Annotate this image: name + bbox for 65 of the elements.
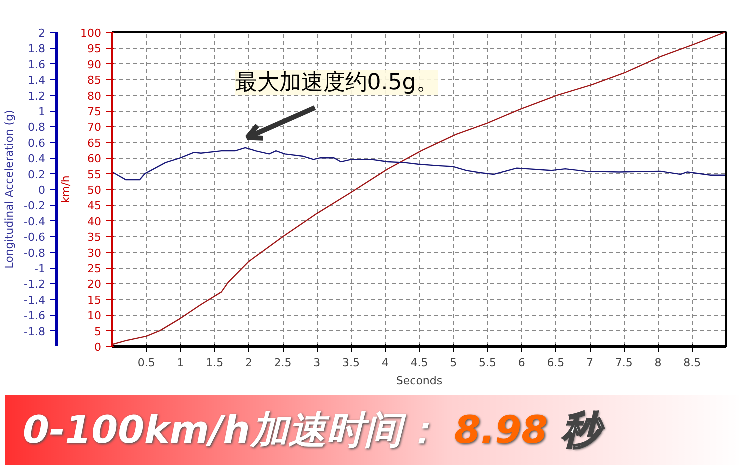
y2-tick-label: 0.4 bbox=[28, 152, 46, 166]
y-tick-label: 70 bbox=[88, 121, 102, 134]
x-tick-label: 6.5 bbox=[547, 356, 565, 370]
y2-tick-label: 1.8 bbox=[28, 42, 46, 56]
x-tick-label: 7.5 bbox=[615, 356, 633, 370]
y-tick-label: 10 bbox=[88, 310, 102, 323]
x-axis-title: Seconds bbox=[396, 374, 443, 388]
y2-tick-label: 1.2 bbox=[28, 90, 46, 103]
y-tick-label: 25 bbox=[88, 262, 102, 276]
y-tick-label: 40 bbox=[88, 215, 102, 228]
y-tick-label: 55 bbox=[88, 168, 102, 182]
x-tick-label: 8.5 bbox=[684, 356, 702, 370]
annotation: 最大加速度约0.5g。 bbox=[235, 70, 438, 96]
y-axis-title: km/h bbox=[60, 176, 73, 204]
y-tick-label: 95 bbox=[88, 42, 102, 56]
x-tick-label: 5.5 bbox=[478, 356, 496, 370]
x-tick-label: 8 bbox=[654, 356, 662, 370]
x-tick-label: 1.5 bbox=[206, 356, 224, 370]
x-tick-label: 7 bbox=[586, 356, 594, 370]
y-tick-label: 45 bbox=[88, 200, 102, 213]
y-tick-label: 85 bbox=[88, 74, 102, 88]
x-tick-label: 3.5 bbox=[342, 356, 360, 370]
x-tick-label: 4.5 bbox=[410, 356, 428, 370]
x-tick-label: 1 bbox=[177, 356, 184, 370]
y-tick-label: 100 bbox=[80, 27, 102, 40]
y2-tick-label: -0.6 bbox=[24, 231, 46, 244]
y2-tick-label: 1.6 bbox=[28, 58, 46, 72]
y2-tick-label: 0.8 bbox=[28, 121, 46, 134]
x-tick-label: 4 bbox=[382, 356, 389, 370]
y2-tick-label: 1 bbox=[38, 106, 46, 118]
x-tick-label: 6 bbox=[518, 356, 526, 370]
x-tick-label: 2 bbox=[245, 356, 252, 370]
y-tick-label: 65 bbox=[88, 136, 102, 150]
y-tick-label: 60 bbox=[88, 152, 102, 166]
line-series bbox=[112, 147, 726, 181]
text: 0-100km/h加速时间： bbox=[23, 408, 440, 452]
y-tick-label: 30 bbox=[88, 246, 102, 260]
y2-tick-label: 0.6 bbox=[28, 136, 46, 150]
y-tick-label: 50 bbox=[88, 184, 102, 197]
y2-tick-label: -1.4 bbox=[24, 294, 46, 307]
x-tick-label: 2.5 bbox=[274, 356, 292, 370]
text: 8.98 bbox=[454, 408, 548, 452]
y2-tick-label: 2 bbox=[38, 27, 46, 40]
y-tick-label: 90 bbox=[88, 58, 102, 72]
y2-tick-label: 0.2 bbox=[28, 168, 46, 182]
y-tick-label: 75 bbox=[88, 106, 102, 118]
y2-tick-label: 1.4 bbox=[28, 74, 46, 88]
y2-tick-label: -1.8 bbox=[24, 325, 46, 338]
y2-tick-label: -0.8 bbox=[24, 246, 46, 260]
y2-axis-title: Longitudinal Acceleration (g) bbox=[3, 110, 16, 269]
x-tick-label: 5 bbox=[450, 356, 458, 370]
y2-tick-label: -1.2 bbox=[24, 278, 46, 292]
y2-tick-label: -0.4 bbox=[24, 215, 46, 228]
y2-tick-label: 0 bbox=[38, 184, 46, 197]
x-tick-label: 3 bbox=[314, 356, 321, 370]
y2-tick-label: -0.2 bbox=[24, 200, 46, 213]
y-tick-label: 0 bbox=[94, 341, 102, 354]
x-tick-label: 0.5 bbox=[138, 356, 156, 370]
y2-tick-label: -1 bbox=[34, 262, 46, 276]
y-tick-label: 5 bbox=[94, 325, 102, 338]
y-tick-label: 80 bbox=[88, 90, 102, 103]
y2-tick-label: -1.6 bbox=[24, 310, 46, 323]
y-tick-label: 20 bbox=[88, 278, 102, 292]
y-tick-label: 15 bbox=[88, 294, 102, 307]
y-tick-label: 35 bbox=[88, 231, 102, 244]
